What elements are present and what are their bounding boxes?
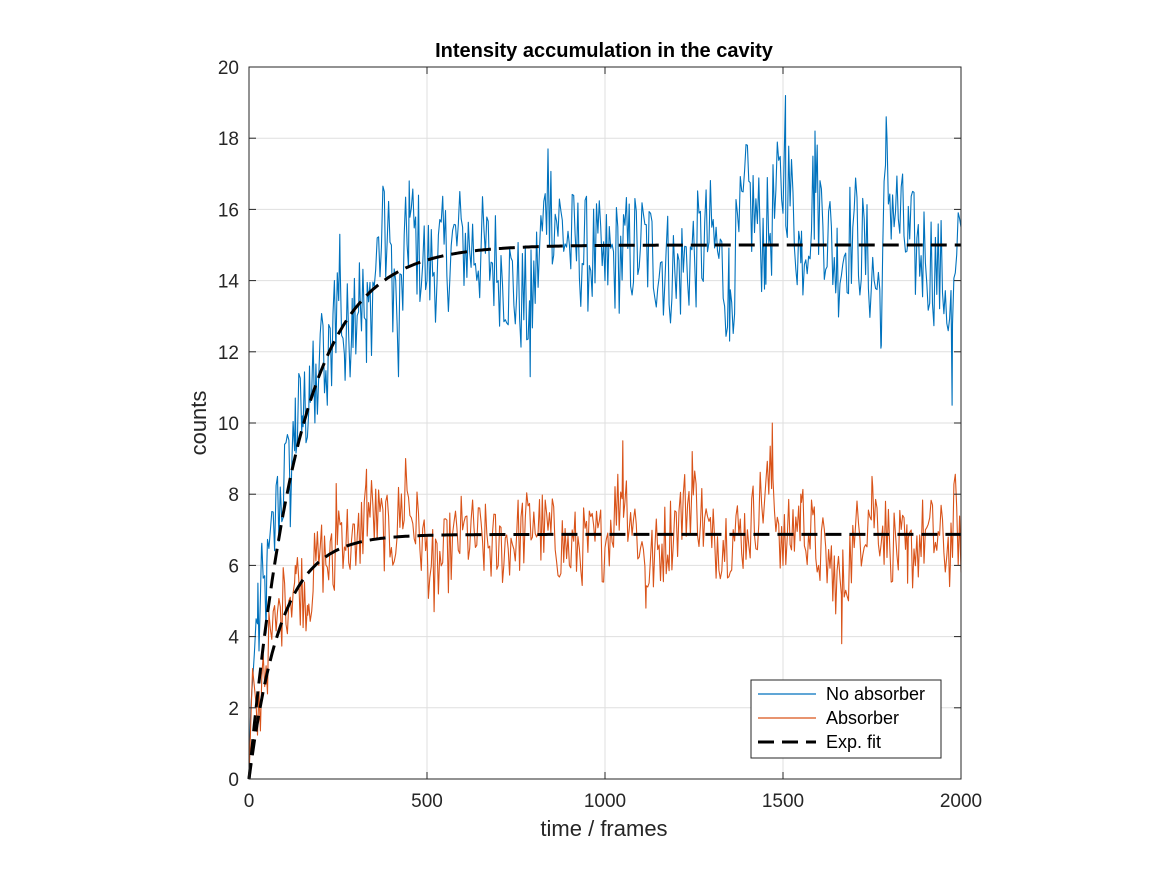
y-tick-label: 20 xyxy=(218,58,239,79)
y-tick-label: 8 xyxy=(228,485,239,506)
series-line-no-absorber xyxy=(248,94,962,780)
y-tick-label: 18 xyxy=(218,129,239,150)
x-tick-label: 1500 xyxy=(762,791,804,812)
y-tick-label: 0 xyxy=(228,770,239,791)
legend-label-absorber: Absorber xyxy=(826,708,899,728)
y-tick-label: 16 xyxy=(218,200,239,221)
legend-box xyxy=(750,679,942,759)
y-tick-label: 14 xyxy=(218,272,240,293)
y-tick-label: 4 xyxy=(228,628,239,649)
y-tick-label: 6 xyxy=(228,556,239,577)
legend: No absorber Absorber Exp. fit xyxy=(750,679,942,759)
y-tick-label: 2 xyxy=(228,699,239,720)
y-tick-label: 10 xyxy=(218,414,239,435)
legend-label-no-absorber: No absorber xyxy=(826,684,925,704)
y-axis-label: counts xyxy=(186,391,211,456)
legend-label-exp-fit: Exp. fit xyxy=(826,732,881,752)
x-axis-label: time / frames xyxy=(540,816,667,841)
chart-title: Intensity accumulation in the cavity xyxy=(435,40,774,62)
series-line-absorber xyxy=(248,422,962,780)
x-tick-label: 1000 xyxy=(584,791,626,812)
ticks: 0 500 1000 1500 2000 0 2 4 6 8 10 12 14 16 18 20 xyxy=(218,58,982,812)
x-tick-label: 0 xyxy=(244,791,255,812)
y-tick-label: 12 xyxy=(218,343,239,364)
x-tick-label: 2000 xyxy=(940,791,982,812)
fit-line-no-absorber xyxy=(247,243,961,780)
x-tick-label: 500 xyxy=(411,791,443,812)
series-layer xyxy=(247,94,962,780)
